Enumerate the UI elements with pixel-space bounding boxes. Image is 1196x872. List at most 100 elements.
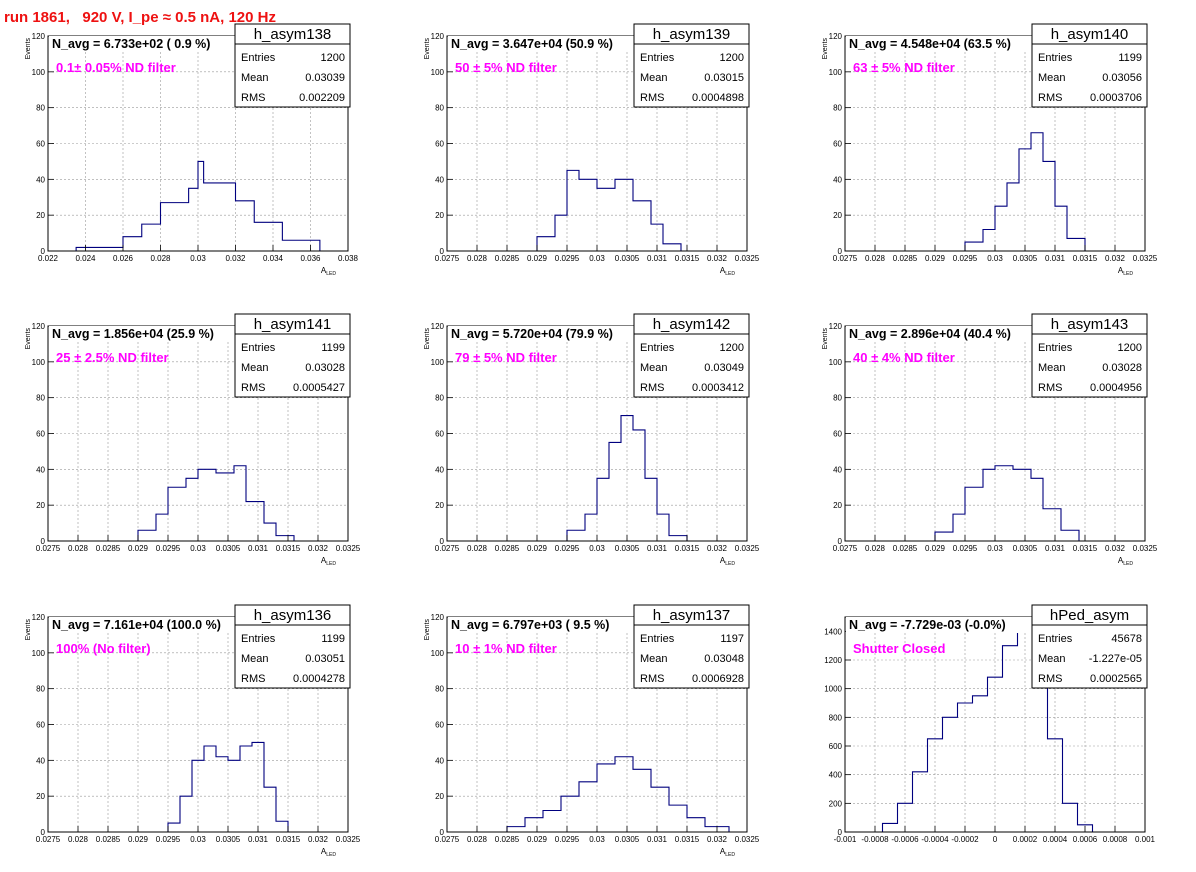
- stats-rms-label: RMS: [1038, 673, 1062, 685]
- x-tick-label: 0.028: [865, 254, 886, 263]
- x-tick-label: -0.0008: [861, 835, 889, 844]
- histogram-title: N_avg = 7.161e+04 (100.0 %): [52, 618, 221, 632]
- x-tick-label: 0.031: [647, 835, 668, 844]
- x-tick-label: 0.0275: [833, 254, 858, 263]
- histogram-panel-h_asym137: 0.0275 0.028 0.0285 0.029 0.0295 0.03 0.0305 0.…: [424, 604, 760, 858]
- x-tick-label: 0.028: [467, 254, 488, 263]
- x-tick-label: 0.029: [527, 254, 548, 263]
- y-tick-label: 80: [36, 394, 45, 403]
- x-tick-label: 0.0285: [893, 254, 918, 263]
- y-tick-label: 0: [41, 828, 46, 837]
- x-tick-label: 0.0295: [156, 544, 181, 553]
- x-tick-label: 0.0305: [1013, 544, 1038, 553]
- y-axis-label: Events: [424, 328, 431, 350]
- x-tick-label: 0.0325: [735, 544, 760, 553]
- x-tick-label: 0.0275: [36, 544, 61, 553]
- stats-name: h_asym137: [653, 607, 731, 624]
- stats-rms-label: RMS: [241, 92, 265, 104]
- histogram-title: N_avg = 6.733e+02 ( 0.9 %): [52, 37, 210, 51]
- run-title: run 1861, 920 V, I_pe ≈ 0.5 nA, 120 Hz: [4, 9, 276, 26]
- stats-entries-value: 1200: [1118, 342, 1142, 354]
- x-tick-label: 0.029: [128, 835, 149, 844]
- y-tick-label: 400: [829, 771, 843, 780]
- x-tick-label: 0.0285: [893, 544, 918, 553]
- stats-rms-label: RMS: [640, 92, 664, 104]
- y-tick-label: 60: [833, 140, 842, 149]
- x-tick-label: -0.0004: [921, 835, 949, 844]
- x-tick-label: 0.0305: [216, 544, 241, 553]
- x-tick-label: 0.031: [1045, 544, 1066, 553]
- y-tick-label: 100: [32, 358, 46, 367]
- filter-annotation: Shutter Closed: [853, 641, 946, 656]
- x-axis-label: ALED: [321, 847, 336, 858]
- y-axis-label: Events: [25, 328, 32, 350]
- stats-rms-label: RMS: [241, 673, 265, 685]
- stats-mean-value: 0.03048: [704, 653, 744, 665]
- title-background: [448, 36, 668, 52]
- x-tick-label: 0.028: [150, 254, 171, 263]
- histogram-title: N_avg = -7.729e-03 (-0.0%): [849, 618, 1006, 632]
- y-tick-label: 20: [435, 501, 444, 510]
- x-tick-label: 0.032: [1105, 254, 1126, 263]
- stats-mean-label: Mean: [241, 653, 269, 665]
- y-tick-label: 80: [435, 685, 444, 694]
- y-tick-label: 40: [833, 465, 842, 474]
- y-tick-label: 0: [440, 247, 445, 256]
- stats-mean-value: 0.03039: [305, 72, 345, 84]
- x-tick-label: 0.032: [308, 835, 329, 844]
- y-tick-label: 80: [833, 104, 842, 113]
- stats-name: h_asym141: [254, 316, 332, 333]
- y-tick-label: 120: [829, 32, 843, 41]
- x-tick-label: -0.0006: [891, 835, 919, 844]
- y-tick-label: 0: [440, 537, 445, 546]
- x-tick-label: 0.0315: [675, 544, 700, 553]
- x-tick-label: 0.0305: [615, 544, 640, 553]
- y-tick-label: 1000: [824, 685, 842, 694]
- x-tick-label: 0.034: [263, 254, 284, 263]
- x-axis-label: ALED: [1118, 556, 1133, 567]
- stats-mean-value: 0.03049: [704, 362, 744, 374]
- histogram-panel-h_asym138: 0.022 0.024 0.026 0.028 0.03 0.032 0.034 0.036 0…: [25, 23, 359, 277]
- stats-rms-value: 0.0005427: [293, 382, 345, 394]
- y-tick-label: 40: [435, 175, 444, 184]
- x-tick-label: 0.03: [190, 544, 206, 553]
- y-tick-label: 100: [32, 68, 46, 77]
- filter-annotation: 0.1± 0.05% ND filter: [56, 60, 176, 75]
- x-tick-label: 0.03: [987, 254, 1003, 263]
- y-axis-label: Events: [822, 38, 829, 60]
- stats-entries-value: 45678: [1111, 633, 1142, 645]
- y-tick-label: 20: [36, 501, 45, 510]
- x-tick-label: 0.0275: [36, 835, 61, 844]
- stats-box: [234, 23, 351, 108]
- x-tick-label: 0.031: [647, 544, 668, 553]
- histogram-panel-h_asym143: 0.0275 0.028 0.0285 0.029 0.0295 0.03 0.0305 0.…: [822, 313, 1158, 567]
- x-tick-label: 0.0295: [555, 254, 580, 263]
- stats-box: [1031, 604, 1148, 689]
- histogram-outline: [167, 741, 289, 832]
- stats-rms-label: RMS: [1038, 382, 1062, 394]
- stats-entries-label: Entries: [241, 633, 276, 645]
- y-axis-label: Events: [25, 619, 32, 641]
- y-tick-label: 120: [32, 32, 46, 41]
- histogram-panel-h_asym136: 0.0275 0.028 0.0285 0.029 0.0295 0.03 0.0305 0.…: [25, 604, 361, 858]
- x-tick-label: 0.032: [225, 254, 246, 263]
- stats-entries-value: 1199: [1118, 52, 1142, 64]
- stats-box: [633, 23, 750, 108]
- x-tick-label: 0.0008: [1103, 835, 1128, 844]
- x-tick-label: 0.022: [38, 254, 59, 263]
- x-tick-label: 0.03: [589, 835, 605, 844]
- x-tick-label: 0.0305: [615, 835, 640, 844]
- x-tick-label: 0.0315: [276, 544, 301, 553]
- x-tick-label: 0.0315: [1073, 544, 1098, 553]
- y-tick-label: 60: [36, 140, 45, 149]
- filter-annotation: 10 ± 1% ND filter: [455, 641, 557, 656]
- y-tick-label: 40: [435, 756, 444, 765]
- x-tick-label: 0.03: [589, 254, 605, 263]
- y-tick-label: 80: [435, 394, 444, 403]
- stats-entries-value: 1200: [720, 342, 744, 354]
- x-tick-label: 0.03: [190, 254, 206, 263]
- x-tick-label: 0.0305: [216, 835, 241, 844]
- histogram-outline: [75, 160, 321, 251]
- stats-rms-label: RMS: [640, 673, 664, 685]
- x-tick-label: 0.001: [1135, 835, 1156, 844]
